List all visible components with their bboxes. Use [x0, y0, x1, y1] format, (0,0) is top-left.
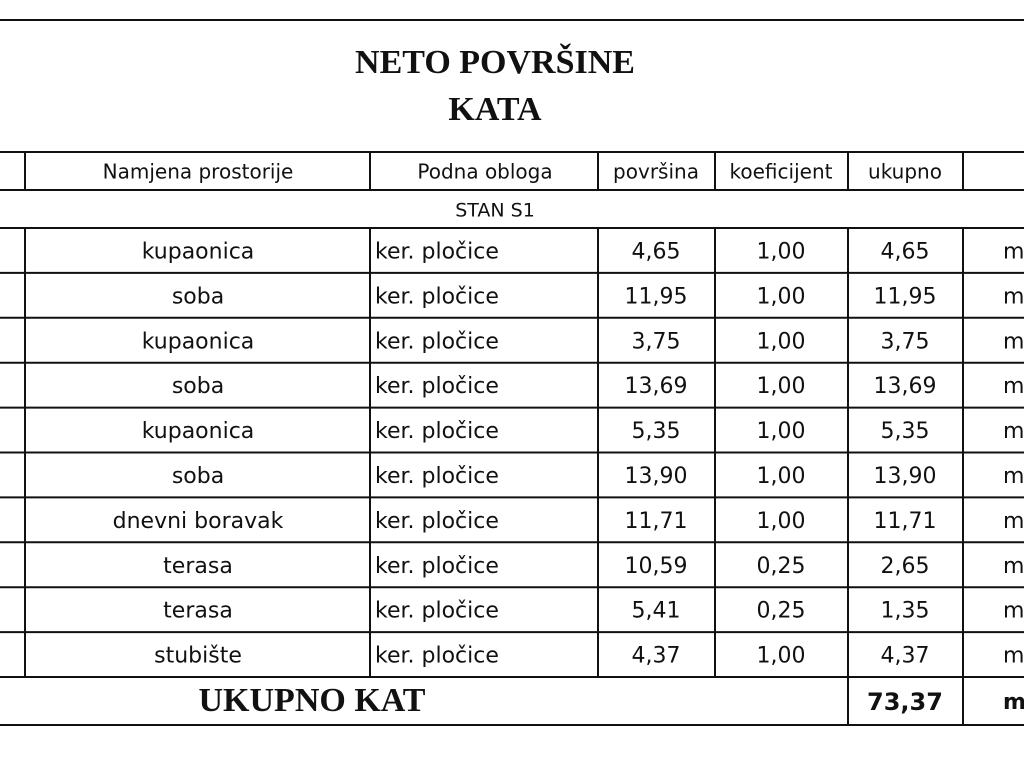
area: 10,59: [625, 554, 688, 579]
room: kupaonica: [142, 419, 255, 444]
total-label: UKUPNO KAT: [199, 682, 426, 719]
total-value: 73,37: [867, 688, 943, 716]
floor-cover: ker. pločice: [375, 284, 499, 309]
room: stubište: [154, 644, 242, 669]
total: 2,65: [881, 554, 930, 579]
unit: m: [1003, 374, 1024, 399]
room: kupaonica: [142, 239, 255, 264]
area: 3,75: [632, 329, 681, 354]
floor-cover: ker. pločice: [375, 554, 499, 579]
floor-cover: ker. pločice: [375, 419, 499, 444]
total: 4,65: [881, 239, 930, 264]
unit: m: [1003, 284, 1024, 309]
total: 13,69: [874, 374, 937, 399]
total: 3,75: [881, 329, 930, 354]
area: 11,71: [625, 509, 688, 534]
total: 5,35: [881, 419, 930, 444]
unit: m: [1003, 509, 1024, 534]
coefficient: 1,00: [757, 374, 806, 399]
coefficient: 0,25: [757, 554, 806, 579]
unit: m: [1003, 329, 1024, 354]
coefficient: 1,00: [757, 509, 806, 534]
area: 4,65: [632, 239, 681, 264]
floor-cover: ker. pločice: [375, 509, 499, 534]
floor-cover: ker. pločice: [375, 374, 499, 399]
unit: m: [1003, 464, 1024, 489]
title: NETO POVRŠINE: [355, 43, 635, 81]
coefficient: 1,00: [757, 419, 806, 444]
room: kupaonica: [142, 329, 255, 354]
coefficient: 1,00: [757, 284, 806, 309]
room: terasa: [163, 554, 233, 579]
room: dnevni boravak: [113, 509, 284, 534]
floor-cover: ker. pločice: [375, 464, 499, 489]
coefficient: 1,00: [757, 329, 806, 354]
room: soba: [172, 374, 224, 399]
area: 13,90: [625, 464, 688, 489]
room: terasa: [163, 599, 233, 624]
coefficient: 0,25: [757, 599, 806, 624]
area: 11,95: [625, 284, 688, 309]
total: 4,37: [881, 644, 930, 669]
total: 13,90: [874, 464, 937, 489]
unit: m: [1003, 239, 1024, 264]
unit: m: [1003, 554, 1024, 579]
unit: m: [1003, 419, 1024, 444]
total: 1,35: [881, 599, 930, 624]
unit: m: [1003, 599, 1024, 624]
floor-cover: ker. pločice: [375, 644, 499, 669]
unit: m: [1003, 644, 1024, 669]
total: 11,95: [874, 284, 937, 309]
coefficient: 1,00: [757, 644, 806, 669]
column-header: koeficijent: [730, 160, 833, 184]
room: soba: [172, 464, 224, 489]
column-header: Namjena prostorije: [103, 160, 294, 184]
floor-cover: ker. pločice: [375, 599, 499, 624]
column-header: površina: [613, 160, 699, 184]
room: soba: [172, 284, 224, 309]
floor-cover: ker. pločice: [375, 329, 499, 354]
column-header: Podna obloga: [417, 160, 552, 184]
floor-cover: ker. pločice: [375, 239, 499, 264]
coefficient: 1,00: [757, 464, 806, 489]
column-header: ukupno: [868, 160, 942, 184]
area: 5,41: [632, 599, 681, 624]
section-label: STAN S1: [455, 200, 535, 222]
total-unit: m: [1003, 690, 1024, 715]
subtitle: KATA: [448, 91, 542, 128]
coefficient: 1,00: [757, 239, 806, 264]
area: 5,35: [632, 419, 681, 444]
area: 4,37: [632, 644, 681, 669]
area: 13,69: [625, 374, 688, 399]
total: 11,71: [874, 509, 937, 534]
